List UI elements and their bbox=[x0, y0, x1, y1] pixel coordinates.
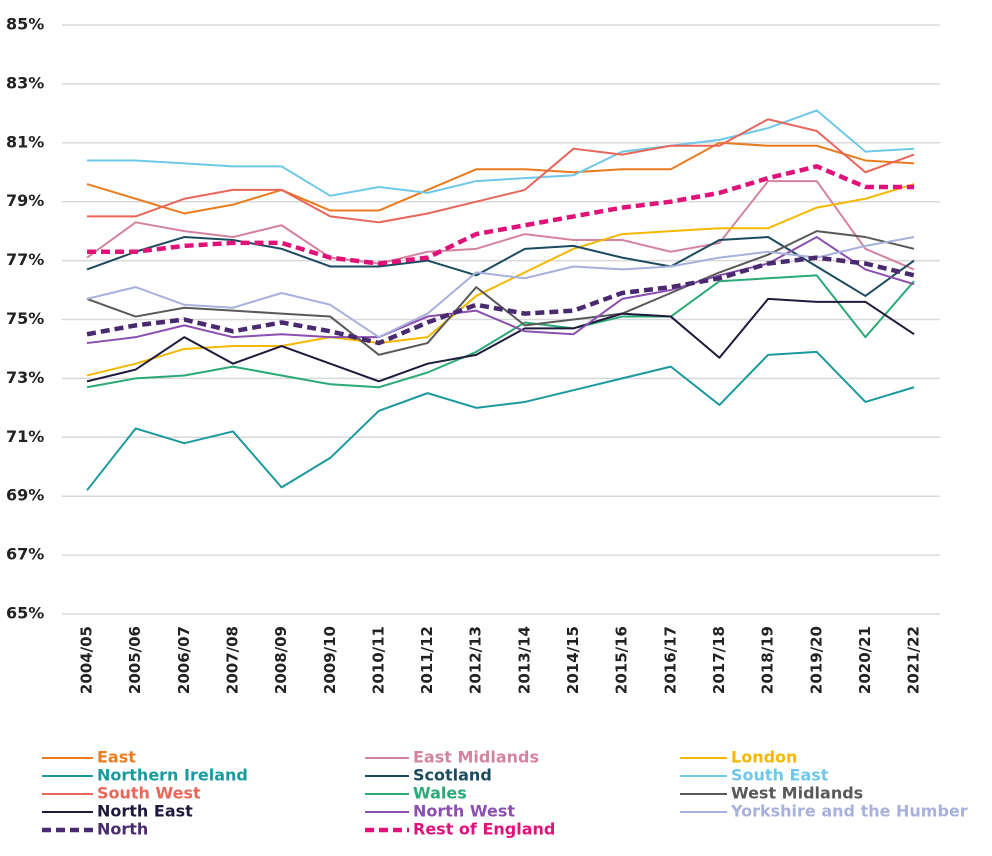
y-tick-label: 81% bbox=[6, 132, 44, 151]
legend-label: Wales bbox=[413, 784, 467, 803]
legend-label: London bbox=[731, 748, 797, 767]
x-tick-label: 2006/07 bbox=[175, 626, 193, 694]
legend-label: South East bbox=[731, 766, 829, 785]
series-line bbox=[87, 118, 915, 224]
y-tick-label: 83% bbox=[6, 73, 44, 92]
legend-label: North East bbox=[97, 802, 193, 821]
x-tick-label: 2020/21 bbox=[856, 626, 874, 694]
x-tick-label: 2017/18 bbox=[710, 626, 728, 694]
x-tick-label: 2011/12 bbox=[418, 626, 436, 694]
x-tick-label: 2015/16 bbox=[613, 626, 631, 694]
series-line bbox=[86, 236, 915, 297]
x-tick-label: 2009/10 bbox=[321, 626, 339, 694]
x-tick-label: 2014/15 bbox=[564, 626, 582, 694]
x-tick-label: 2019/20 bbox=[807, 626, 825, 694]
series-line bbox=[86, 255, 915, 346]
series-line bbox=[86, 180, 915, 271]
series-line bbox=[87, 164, 915, 266]
x-tick-label: 2012/13 bbox=[467, 626, 485, 694]
series-line bbox=[86, 236, 915, 345]
legend-label: West Midlands bbox=[731, 784, 863, 803]
series-line bbox=[87, 109, 915, 197]
series-line bbox=[86, 274, 915, 389]
series-line bbox=[86, 230, 915, 356]
x-tick-label: 2018/19 bbox=[759, 626, 777, 694]
x-tick-label: 2005/06 bbox=[126, 626, 144, 694]
x-tick-label: 2004/05 bbox=[78, 626, 96, 694]
x-tick-label: 2021/22 bbox=[905, 626, 923, 694]
legend-label: South West bbox=[97, 784, 201, 803]
y-tick-label: 73% bbox=[6, 368, 44, 387]
x-tick-label: 2016/17 bbox=[661, 626, 679, 694]
y-tick-label: 77% bbox=[6, 250, 44, 269]
legend-label: Scotland bbox=[413, 766, 492, 785]
legend-label: North West bbox=[413, 802, 515, 821]
y-tick-label: 79% bbox=[6, 191, 44, 210]
x-tick-label: 2007/08 bbox=[223, 626, 241, 694]
y-tick-label: 67% bbox=[6, 545, 44, 564]
legend-label: Rest of England bbox=[413, 820, 555, 839]
series-line bbox=[86, 350, 915, 491]
series-line bbox=[86, 297, 915, 383]
legend-label: Yorkshire and the Humber bbox=[730, 802, 968, 821]
y-tick-label: 75% bbox=[6, 309, 44, 328]
legend-label: East bbox=[97, 748, 136, 767]
series-line bbox=[86, 236, 915, 339]
legend-label: Northern Ireland bbox=[97, 766, 248, 785]
y-tick-label: 85% bbox=[6, 15, 44, 34]
y-tick-label: 65% bbox=[6, 604, 44, 623]
legend-label: East Midlands bbox=[413, 748, 539, 767]
x-tick-label: 2013/14 bbox=[515, 626, 533, 694]
legend-label: North bbox=[97, 820, 148, 839]
x-tick-label: 2008/09 bbox=[272, 626, 290, 694]
y-tick-label: 71% bbox=[6, 427, 44, 446]
series-line bbox=[86, 183, 915, 377]
y-tick-label: 69% bbox=[6, 486, 44, 505]
x-tick-label: 2010/11 bbox=[369, 626, 387, 694]
series-line bbox=[86, 141, 915, 215]
